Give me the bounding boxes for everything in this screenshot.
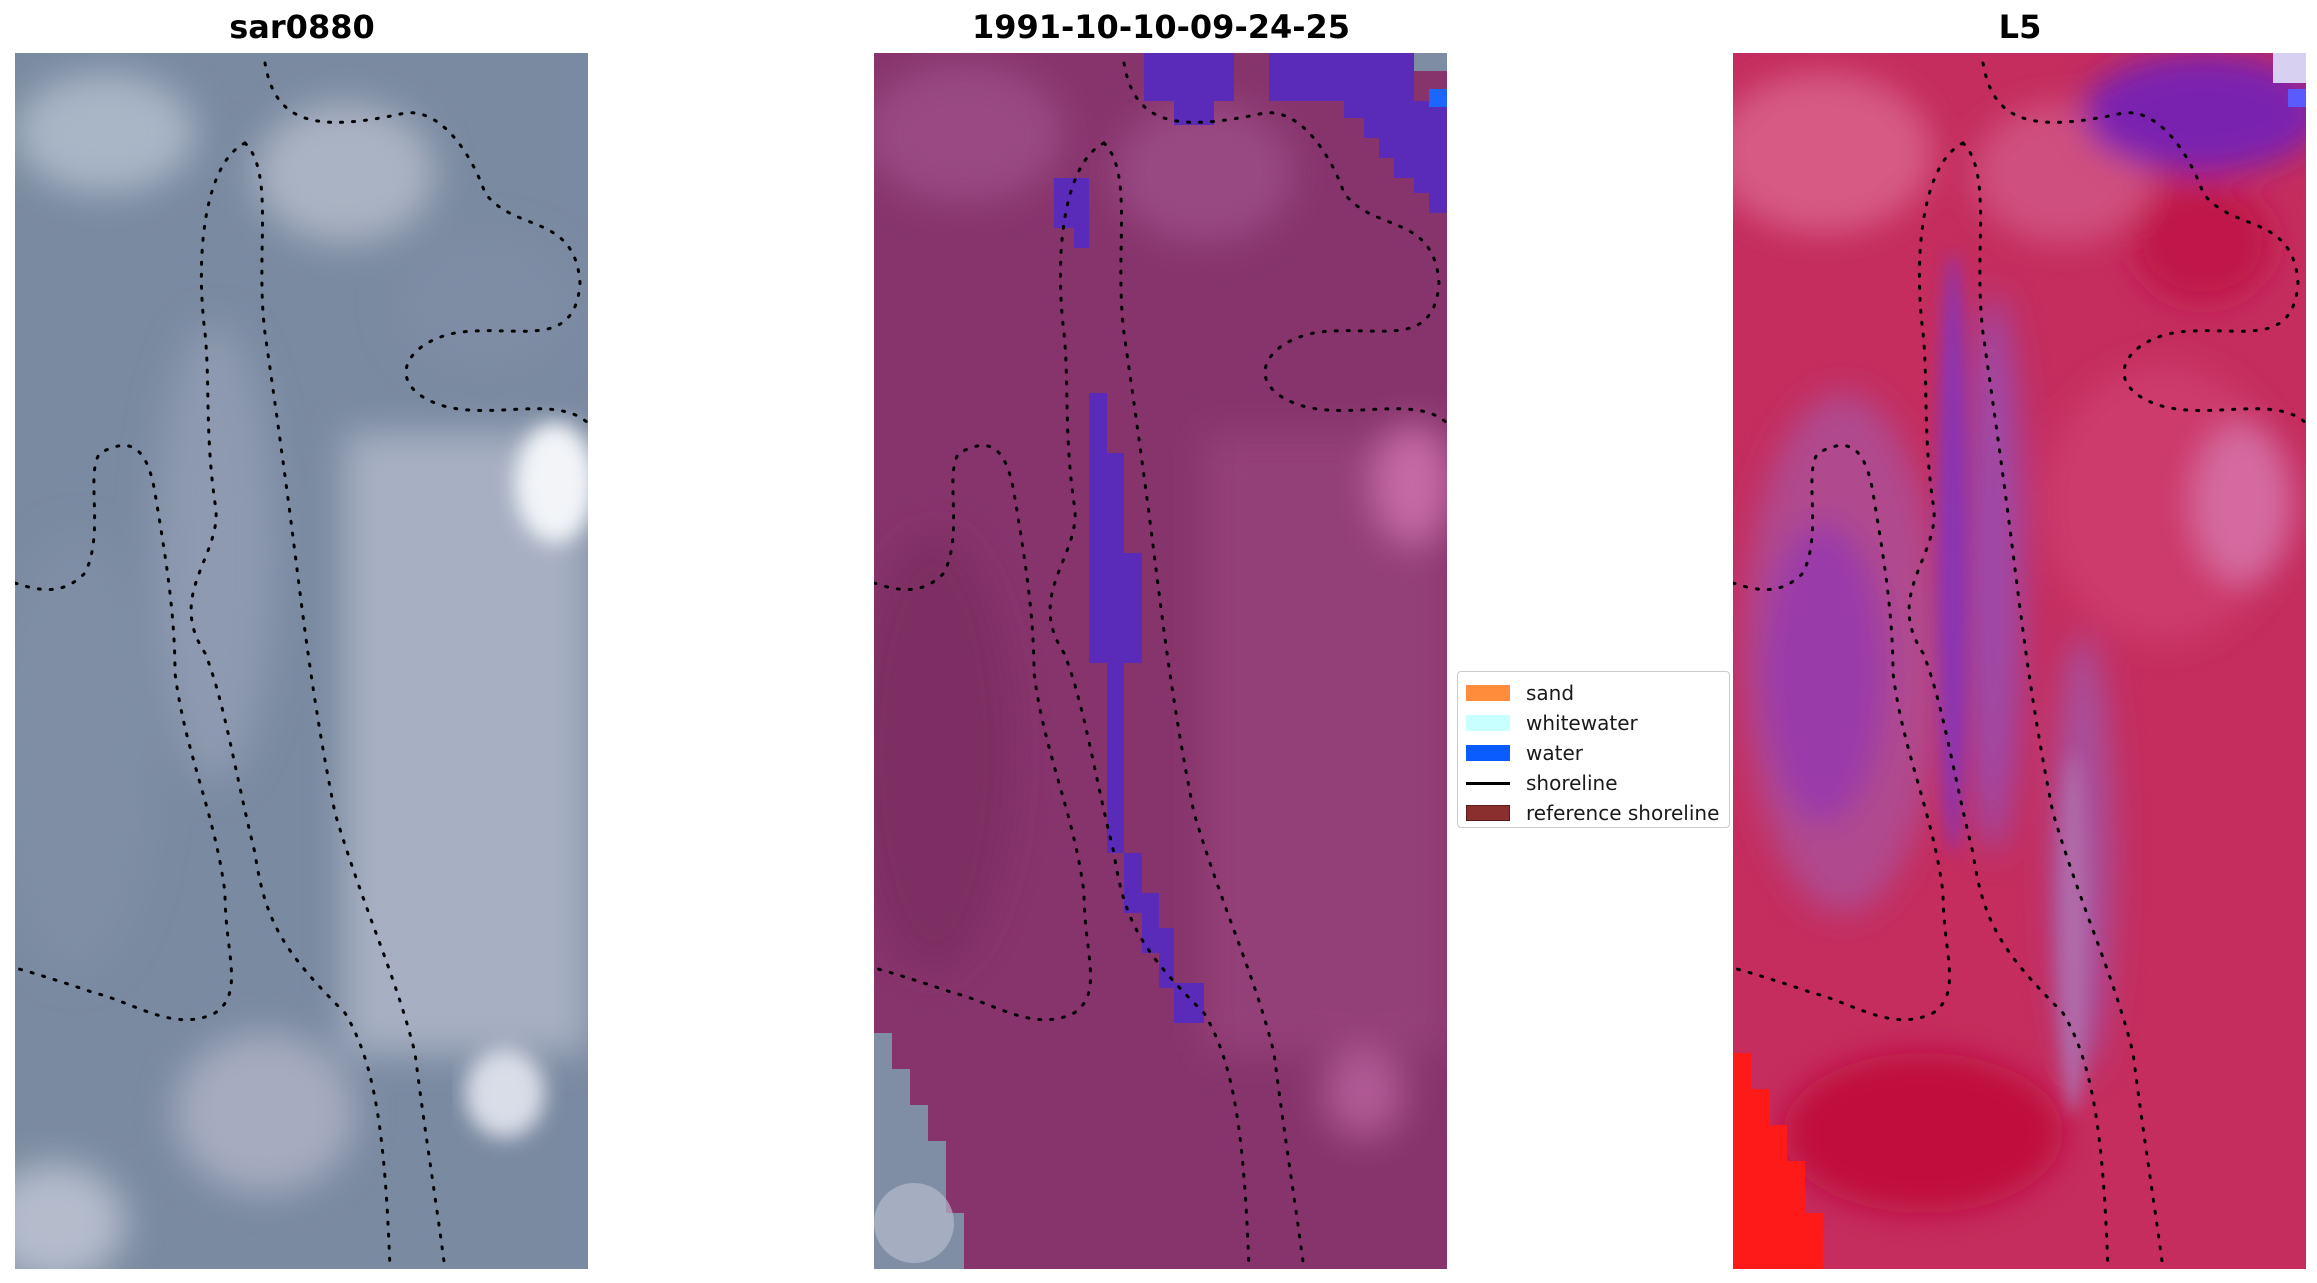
index-image-panel [1733, 53, 2306, 1269]
classified-image-panel [874, 53, 1447, 1269]
classified-image [874, 53, 1447, 1269]
legend-item-whitewater: whitewater [1466, 708, 1721, 738]
sand-swatch [1466, 685, 1510, 701]
water-class-pixels [1054, 53, 1447, 1023]
legend-label-water: water [1526, 741, 1583, 765]
legend-item-shoreline: shoreline [1466, 768, 1721, 798]
panel-title-classified: 1991-10-10-09-24-25 [971, 8, 1351, 46]
shoreline-line-swatch [1466, 781, 1510, 785]
panel-title-index: L5 [1998, 8, 2042, 46]
shoreline-dots [874, 61, 1447, 1269]
whitewater-swatch [1466, 715, 1510, 731]
legend-label-whitewater: whitewater [1526, 711, 1638, 735]
water-swatch [1466, 745, 1510, 761]
rgb-image [15, 53, 588, 1269]
legend-label-reference-shoreline: reference shoreline [1526, 801, 1720, 825]
legend: sand whitewater water shoreline referenc… [1457, 671, 1730, 828]
panel-title-rgb: sar0880 [229, 8, 375, 46]
legend-item-water: water [1466, 738, 1721, 768]
legend-label-shoreline: shoreline [1526, 771, 1618, 795]
legend-item-reference-shoreline: reference shoreline [1466, 798, 1721, 828]
rgb-image-panel [15, 53, 588, 1269]
legend-label-sand: sand [1526, 681, 1575, 705]
shoreline-dots [1733, 61, 2306, 1269]
legend-item-sand: sand [1466, 678, 1721, 708]
shoreline-dots [15, 61, 588, 1269]
reference-shoreline-swatch [1466, 805, 1510, 821]
index-image [1733, 53, 2306, 1269]
